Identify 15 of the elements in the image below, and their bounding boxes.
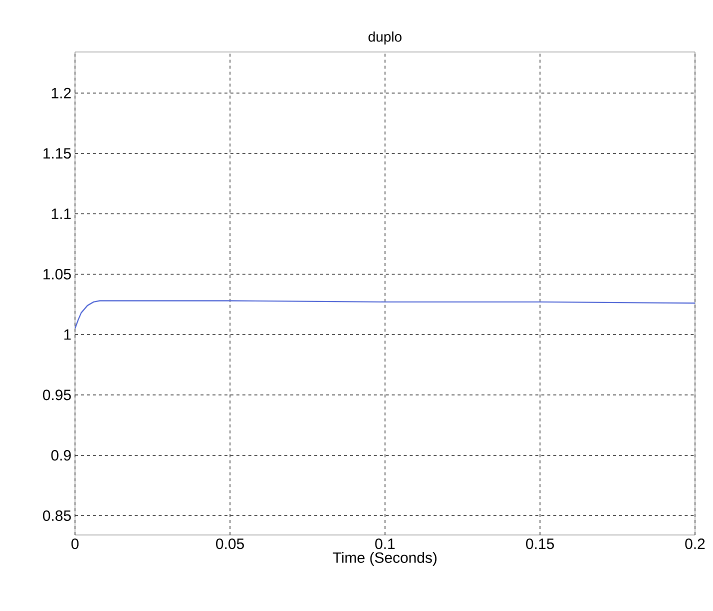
x-tick-label: 0.05 bbox=[216, 538, 244, 550]
x-tick-label: 0.1 bbox=[375, 538, 395, 550]
x-tick-label: 0 bbox=[71, 538, 79, 550]
x-tick-label: 0.15 bbox=[526, 538, 554, 550]
y-tick-label: 1 bbox=[64, 329, 71, 340]
chart-title: duplo bbox=[368, 31, 402, 44]
y-tick-label: 1.2 bbox=[52, 88, 71, 98]
y-tick-label: 0.9 bbox=[51, 450, 71, 461]
x-axis-title: Time (Seconds) bbox=[332, 552, 437, 566]
y-tick-label: 0.85 bbox=[42, 510, 71, 521]
y-tick-label: 1.1 bbox=[52, 208, 71, 219]
y-tick-label: 1.15 bbox=[44, 148, 71, 159]
x-tick-label: 0.2 bbox=[685, 538, 705, 550]
y-tick-label: 1.05 bbox=[44, 268, 71, 280]
y-tick-label: 0.95 bbox=[42, 390, 71, 400]
